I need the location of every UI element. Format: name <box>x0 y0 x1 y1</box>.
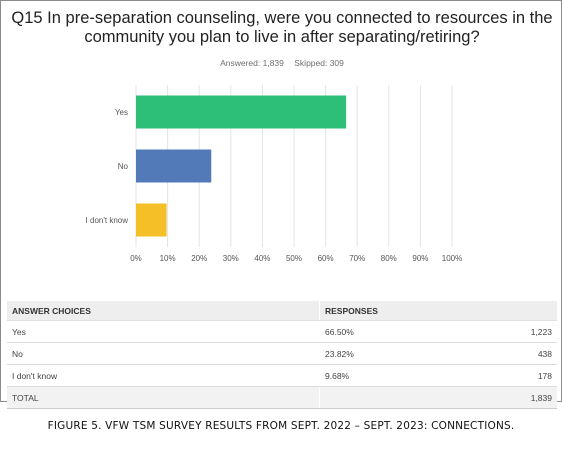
row-count: 178 <box>450 364 557 387</box>
x-tick-label: 50% <box>286 254 302 263</box>
response-stats: Answered: 1,839 Skipped: 309 <box>1 58 562 68</box>
header-answer-choices: ANSWER CHOICES <box>7 301 320 321</box>
total-count: 1,839 <box>450 386 557 409</box>
bar <box>136 95 347 129</box>
bar <box>136 149 212 183</box>
bar-chart: Yes No I don't know 0% 10% 20% 30% 40% 50% 60% 70… <box>86 85 462 263</box>
responses-table: ANSWER CHOICES RESPONSES Yes 66.50% 1,22… <box>7 301 557 409</box>
x-tick-label: 90% <box>412 254 428 263</box>
table-header-row: ANSWER CHOICES RESPONSES <box>7 301 557 321</box>
skipped-count: Skipped: 309 <box>294 58 344 68</box>
total-percent-empty <box>319 386 450 409</box>
category-label: I don't know <box>86 216 129 225</box>
figure-caption: FIGURE 5. VFW TSM SURVEY RESULTS FROM SE… <box>47 420 515 432</box>
table-row: I don't know 9.68% 178 <box>7 364 557 387</box>
x-tick-label: 80% <box>381 254 397 263</box>
row-choice: No <box>7 342 320 365</box>
x-tick-label: 60% <box>318 254 334 263</box>
category-label: No <box>118 162 129 171</box>
x-tick-label: 70% <box>349 254 365 263</box>
x-tick-label: 40% <box>254 254 270 263</box>
row-choice: Yes <box>7 320 320 343</box>
category-label: Yes <box>115 108 128 117</box>
header-responses: RESPONSES <box>319 301 557 321</box>
row-percent: 23.82% <box>319 342 450 365</box>
x-tick-label: 20% <box>191 254 207 263</box>
table-total-row: TOTAL 1,839 <box>7 386 557 409</box>
row-count: 438 <box>450 342 557 365</box>
x-tick-label: 0% <box>130 254 142 263</box>
total-label: TOTAL <box>7 386 320 409</box>
row-count: 1,223 <box>450 320 557 343</box>
question-title: Q15 In pre-separation counseling, were y… <box>11 9 553 46</box>
table-row: Yes 66.50% 1,223 <box>7 320 557 343</box>
answered-count: Answered: 1,839 <box>220 58 284 68</box>
row-percent: 66.50% <box>319 320 450 343</box>
x-tick-label: 100% <box>442 254 462 263</box>
survey-panel: Q15 In pre-separation counseling, were y… <box>0 0 562 409</box>
row-choice: I don't know <box>7 364 320 387</box>
bar <box>136 203 167 237</box>
x-tick-label: 10% <box>160 254 176 263</box>
chart-bars <box>136 95 347 237</box>
table-row: No 23.82% 438 <box>7 342 557 365</box>
row-percent: 9.68% <box>319 364 450 387</box>
x-tick-labels: 0% 10% 20% 30% 40% 50% 60% 70% 80% 90% 100% <box>130 254 462 263</box>
category-labels: Yes No I don't know <box>86 108 129 225</box>
x-tick-label: 30% <box>223 254 239 263</box>
